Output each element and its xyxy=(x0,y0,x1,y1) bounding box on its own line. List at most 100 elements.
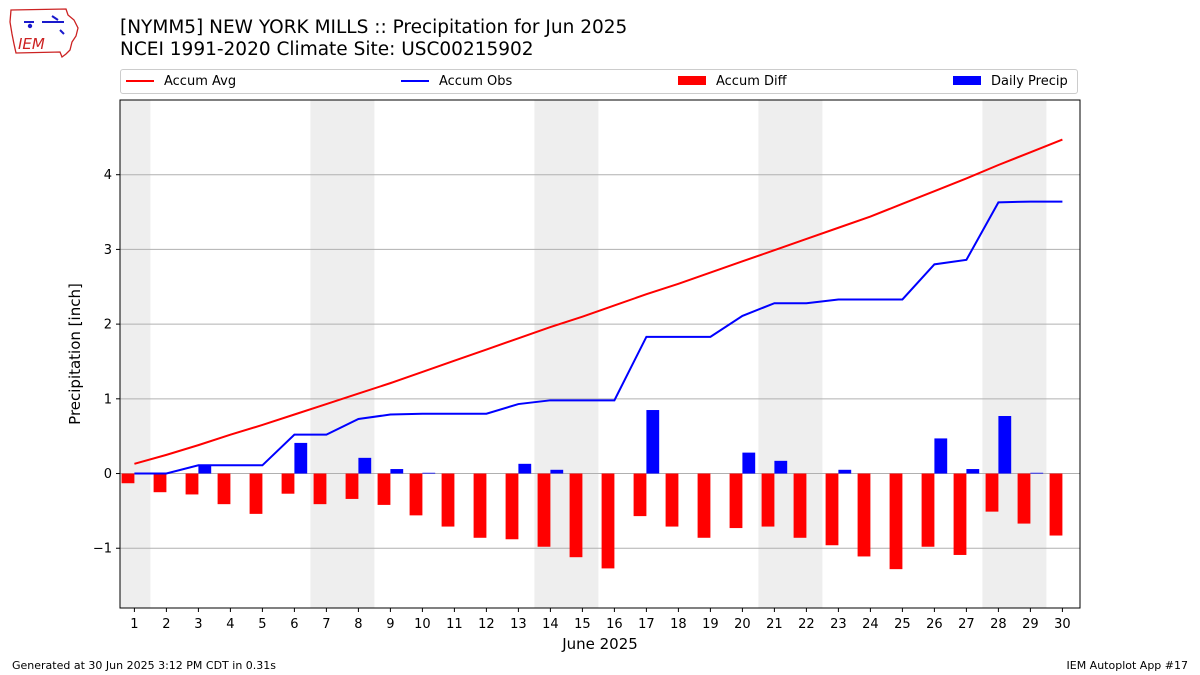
x-tick-label: 20 xyxy=(734,617,751,632)
bar-accum-diff-16 xyxy=(601,473,615,569)
bar-accum-diff-24 xyxy=(857,473,871,557)
weekend-band-2 xyxy=(310,100,375,608)
legend-swatch-accum-avg xyxy=(126,79,154,82)
weekend-band-1 xyxy=(120,100,151,608)
x-tick-label: 21 xyxy=(766,617,783,632)
iem-logo: IEM xyxy=(9,8,79,59)
chart-subtitle: NCEI 1991-2020 Climate Site: USC00215902 xyxy=(120,39,534,60)
bar-accum-diff-19 xyxy=(697,473,711,538)
series-lines xyxy=(134,138,1063,475)
weather-dot-icon xyxy=(27,23,33,29)
x-tick-label: 23 xyxy=(830,617,847,632)
bar-accum-diff-14 xyxy=(537,473,551,547)
bar-daily-precip-27 xyxy=(966,469,980,474)
bars xyxy=(121,410,1063,570)
footer-app: IEM Autoplot App #17 xyxy=(1066,659,1189,672)
grid-lines xyxy=(120,174,1080,549)
x-tick-label: 18 xyxy=(670,617,687,632)
chart-title: [NYMM5] NEW YORK MILLS :: Precipitation … xyxy=(120,17,628,38)
x-tick-label: 8 xyxy=(354,617,362,632)
bar-daily-precip-29 xyxy=(1030,472,1044,474)
legend-swatch-accum-diff xyxy=(678,76,706,85)
x-tick-label: 15 xyxy=(574,617,591,632)
bar-daily-precip-13 xyxy=(518,463,532,474)
x-tick-label: 17 xyxy=(638,617,655,632)
line-accum-avg xyxy=(134,138,1063,465)
legend-swatch-accum-obs xyxy=(401,79,429,82)
bar-accum-diff-7 xyxy=(313,473,327,505)
weekend-band-5 xyxy=(982,100,1047,608)
bar-accum-diff-9 xyxy=(377,473,391,505)
bar-daily-precip-10 xyxy=(422,472,436,474)
legend-label-daily-precip: Daily Precip xyxy=(991,74,1068,89)
bar-daily-precip-26 xyxy=(934,438,948,474)
bar-daily-precip-20 xyxy=(742,452,756,474)
x-tick-label: 19 xyxy=(702,617,719,632)
x-tick-label: 6 xyxy=(290,617,298,632)
bar-accum-diff-12 xyxy=(473,473,487,538)
legend-item-accum-diff: Accum Diff xyxy=(678,73,787,91)
x-tick-label: 1 xyxy=(130,617,138,632)
legend-item-daily-precip: Daily Precip xyxy=(953,73,1068,91)
bar-accum-diff-17 xyxy=(633,473,647,517)
y-tick-label: 1 xyxy=(104,392,112,407)
bar-accum-diff-18 xyxy=(665,473,679,527)
weekend-shading xyxy=(120,100,1047,608)
x-tick-label: 26 xyxy=(926,617,943,632)
x-tick-label: 14 xyxy=(542,617,559,632)
x-tick-label: 2 xyxy=(162,617,170,632)
bar-accum-diff-25 xyxy=(889,473,903,570)
bar-daily-precip-3 xyxy=(198,465,212,474)
y-tick-label: 0 xyxy=(104,467,112,482)
x-tick-label: 28 xyxy=(990,617,1007,632)
y-tick-label: 4 xyxy=(104,168,112,183)
bar-accum-diff-5 xyxy=(249,473,263,514)
bar-daily-precip-6 xyxy=(294,442,308,474)
x-axis-label: June 2025 xyxy=(561,635,638,653)
weather-symbol-icon xyxy=(24,15,65,35)
logo-text: IEM xyxy=(18,35,45,53)
bar-accum-diff-29 xyxy=(1017,473,1031,524)
bar-accum-diff-11 xyxy=(441,473,455,527)
bar-accum-diff-2 xyxy=(153,473,167,493)
x-tick-label: 30 xyxy=(1054,617,1071,632)
plot-frame xyxy=(119,99,1081,609)
bar-accum-diff-15 xyxy=(569,473,583,558)
bar-accum-diff-21 xyxy=(761,473,775,527)
bar-accum-diff-4 xyxy=(217,473,231,505)
weekend-band-4 xyxy=(758,100,823,608)
legend-label-accum-obs: Accum Obs xyxy=(439,74,513,89)
bar-daily-precip-9 xyxy=(390,469,404,474)
bar-accum-diff-20 xyxy=(729,473,743,529)
x-tick-label: 16 xyxy=(606,617,623,632)
legend-swatch-daily-precip xyxy=(953,76,981,85)
bar-accum-diff-1 xyxy=(121,473,135,484)
bar-accum-diff-6 xyxy=(281,473,295,494)
x-tick-label: 13 xyxy=(510,617,527,632)
bar-daily-precip-17 xyxy=(646,410,660,474)
x-tick-label: 22 xyxy=(798,617,815,632)
footer-generated: Generated at 30 Jun 2025 3:12 PM CDT in … xyxy=(12,659,277,672)
legend-label-accum-avg: Accum Avg xyxy=(164,74,237,89)
bar-accum-diff-3 xyxy=(185,473,199,495)
bar-accum-diff-22 xyxy=(793,473,807,538)
bar-accum-diff-13 xyxy=(505,473,519,540)
bar-daily-precip-21 xyxy=(774,460,788,474)
x-tick-label: 27 xyxy=(958,617,975,632)
x-tick-label: 4 xyxy=(226,617,234,632)
x-tick-label: 9 xyxy=(386,617,394,632)
line-accum-obs xyxy=(134,200,1063,475)
bar-daily-precip-8 xyxy=(358,457,372,474)
bar-accum-diff-27 xyxy=(953,473,967,555)
bar-accum-diff-8 xyxy=(345,473,359,499)
x-tick-label: 3 xyxy=(194,617,202,632)
x-tick-label: 24 xyxy=(862,617,879,632)
x-tick-label: 11 xyxy=(446,617,463,632)
x-tick-label: 25 xyxy=(894,617,911,632)
legend-item-accum-obs: Accum Obs xyxy=(401,73,512,91)
bar-daily-precip-28 xyxy=(998,416,1012,474)
chart-legend: Accum Avg Accum Obs Accum Diff Daily Pre… xyxy=(120,69,1078,94)
x-tick-label: 29 xyxy=(1022,617,1039,632)
x-tick-label: 7 xyxy=(322,617,330,632)
